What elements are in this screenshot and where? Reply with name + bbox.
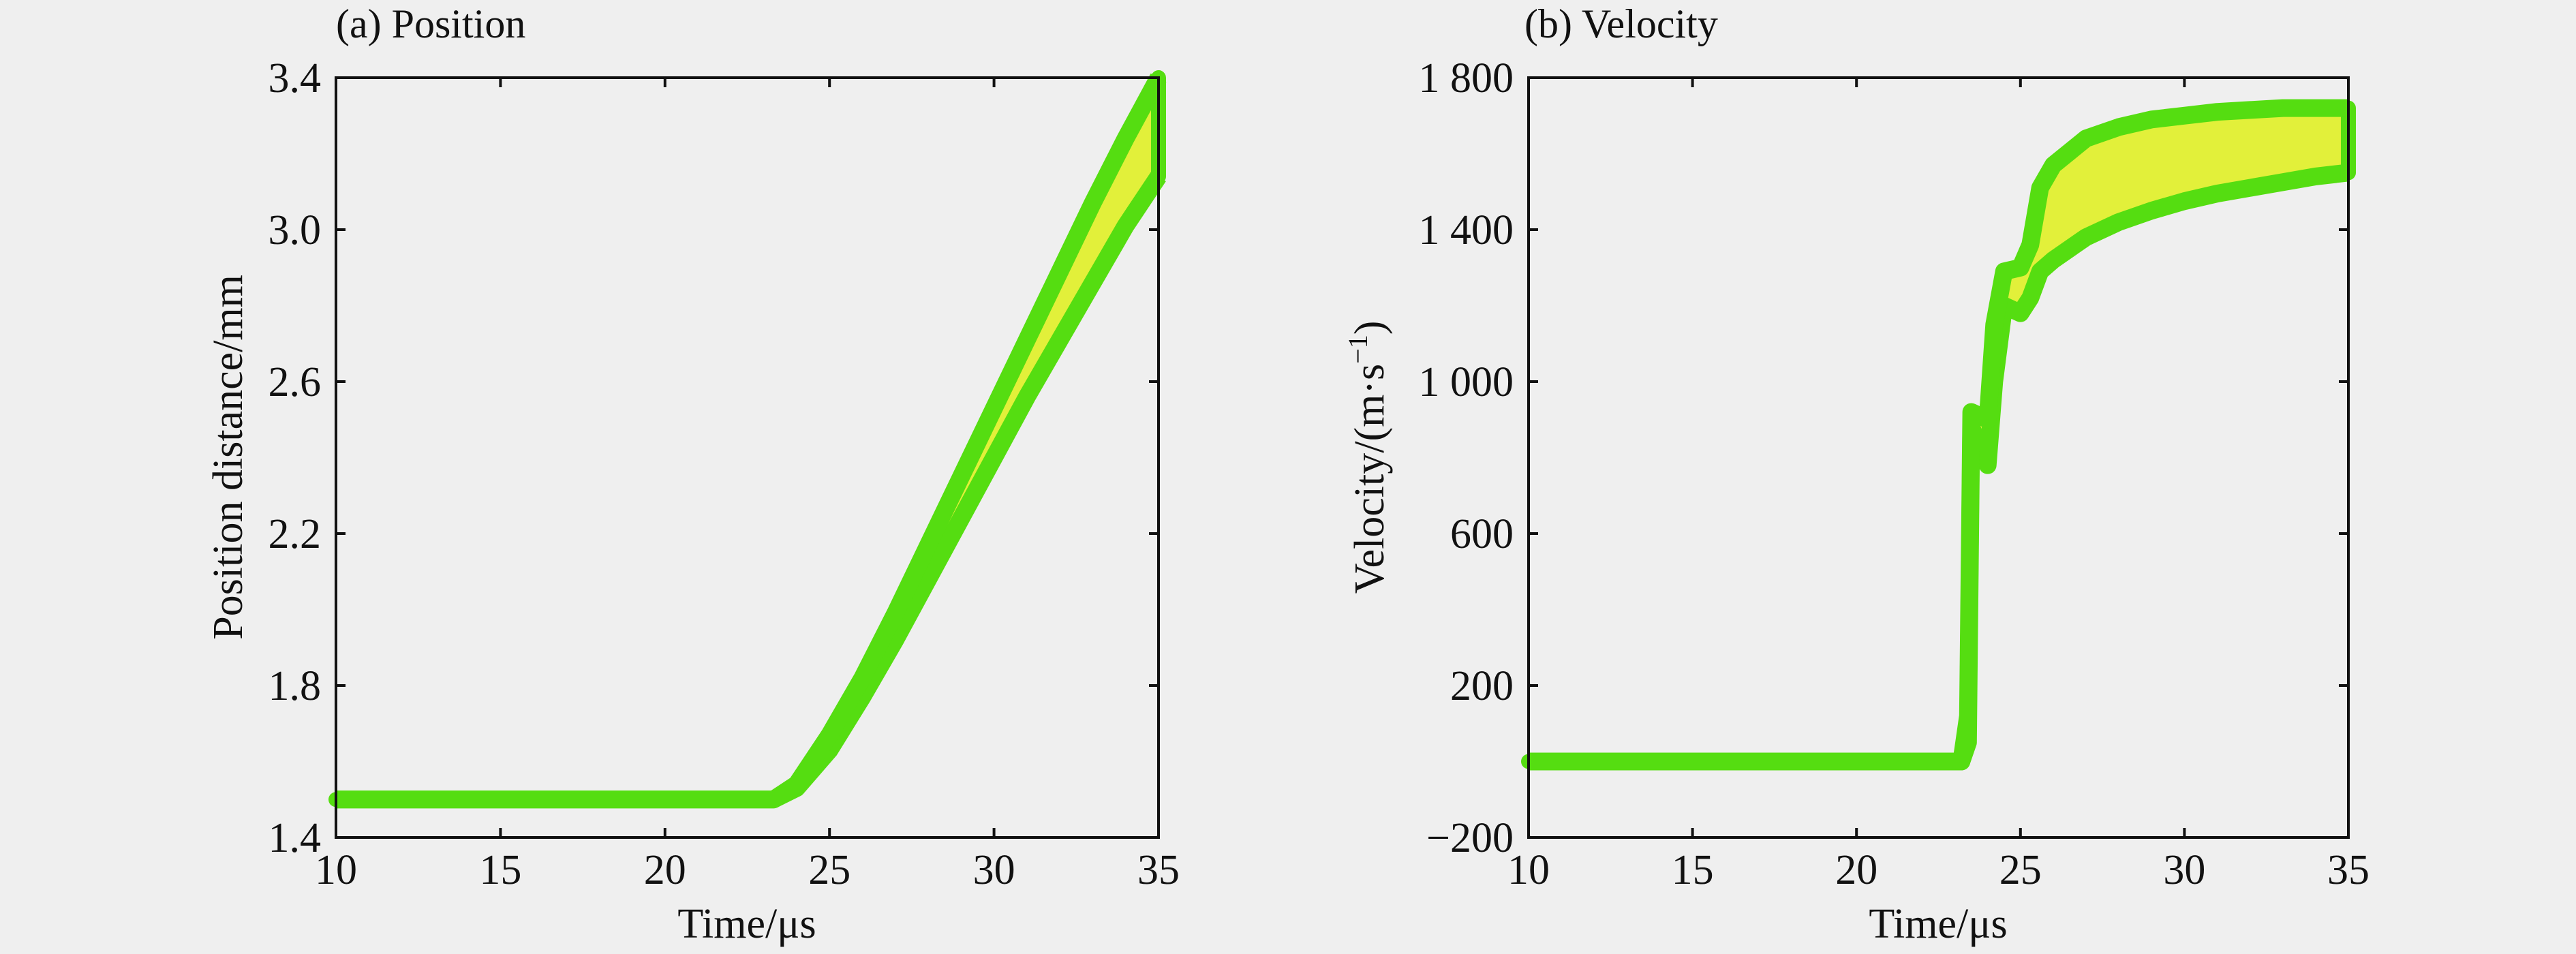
- x-axis-label-velocity: Time/μs: [1869, 901, 2007, 947]
- x-tick-label-velocity: 20: [1835, 847, 1877, 893]
- chart-title-velocity: (b) Velocity: [1524, 1, 1718, 46]
- y-tick-label-velocity: 600: [1450, 511, 1514, 557]
- y-tick-label-position: 2.6: [269, 359, 322, 405]
- envelope-band-velocity: [1521, 100, 2356, 769]
- plot-frame-velocity: [1527, 76, 2350, 839]
- y-tick-label-position: 3.0: [269, 207, 322, 253]
- y-tick-label-velocity: −200: [1426, 815, 1514, 861]
- x-tick-label-velocity: 10: [1507, 847, 1550, 893]
- chart-position: (a) Position 10 15 20 25 30 35 1.4 1.8 2.2 2.6 3.0…: [205, 1, 1180, 947]
- y-tick-label-velocity: 200: [1450, 663, 1514, 709]
- x-tick-label-position: 35: [1137, 847, 1180, 893]
- x-tick-label-velocity: 30: [2163, 847, 2205, 893]
- x-tick-label-position: 25: [808, 847, 850, 893]
- x-tick-label-position: 30: [973, 847, 1015, 893]
- x-tick-label-position: 15: [479, 847, 521, 893]
- chart-velocity: (b) Velocity 10 15 20 25 30 35 −200 200 600 1 000…: [1343, 1, 2370, 947]
- x-tick-label-position: 10: [315, 847, 357, 893]
- y-tick-label-velocity: 1 400: [1419, 207, 1514, 253]
- y-tick-label-position: 3.4: [269, 55, 322, 102]
- plot-frame-position: [335, 76, 1160, 839]
- x-tick-label-velocity: 25: [1999, 847, 2042, 893]
- y-tick-label-velocity: 1 800: [1419, 55, 1514, 102]
- y-axis-label-velocity: Velocity/(m·s−1): [1343, 321, 1393, 594]
- ticks-position: 10 15 20 25 30 35 1.4 1.8 2.2 2.6 3.0 3.4: [269, 55, 1180, 893]
- lower-bound-line-velocity: [1529, 164, 2350, 771]
- envelope-band-position: [328, 70, 1166, 807]
- ticks-velocity: 10 15 20 25 30 35 −200 200 600 1 000 1 400 1 800: [1419, 55, 2370, 893]
- y-axis-label-velocity-close: ): [1347, 321, 1393, 335]
- x-tick-label-position: 20: [644, 847, 686, 893]
- upper-bound-line-velocity: [1529, 99, 2348, 771]
- y-tick-label-position: 1.4: [269, 815, 322, 861]
- y-tick-label-position: 2.2: [269, 511, 322, 557]
- series-marks-velocity: [1521, 99, 2356, 771]
- y-tick-label-velocity: 1 000: [1419, 359, 1514, 405]
- y-axis-label-velocity-exponent: −1: [1343, 335, 1373, 364]
- x-tick-label-velocity: 15: [1672, 847, 1714, 893]
- series-marks-position: [328, 70, 1167, 809]
- y-tick-label-position: 1.8: [269, 663, 322, 709]
- y-axis-label-position: Position distance/mm: [205, 275, 251, 640]
- x-tick-label-velocity: 35: [2327, 847, 2370, 893]
- upper-bound-line-position: [336, 73, 1167, 809]
- chart-title-position: (a) Position: [336, 1, 525, 46]
- lower-bound-line-position: [336, 171, 1166, 809]
- x-axis-label-position: Time/μs: [677, 901, 816, 947]
- y-axis-label-velocity-main: Velocity/(m·s: [1347, 364, 1393, 594]
